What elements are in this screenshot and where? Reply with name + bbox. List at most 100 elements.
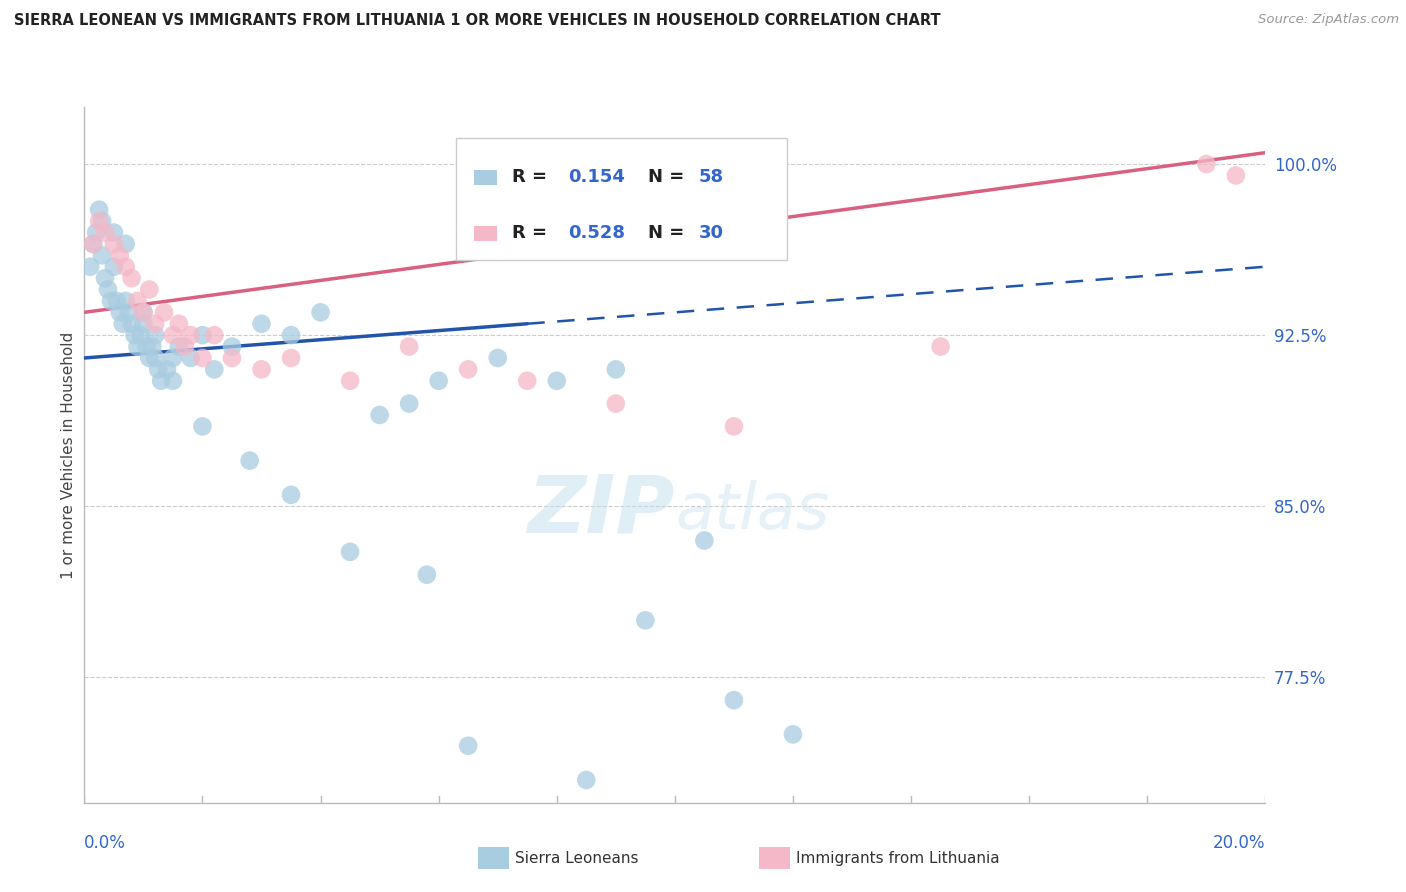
Point bbox=[114, 293, 136, 308]
Point bbox=[143, 351, 166, 365]
Point bbox=[427, 374, 450, 388]
Point bbox=[150, 374, 173, 388]
Point bbox=[398, 396, 420, 410]
Point bbox=[132, 317, 155, 331]
Point bbox=[782, 727, 804, 741]
Point bbox=[180, 351, 202, 365]
Point bbox=[180, 328, 202, 343]
Text: N =: N = bbox=[648, 224, 690, 243]
Point bbox=[138, 283, 160, 297]
Point bbox=[575, 772, 598, 787]
Point bbox=[103, 236, 125, 251]
Point bbox=[121, 317, 143, 331]
Point bbox=[82, 236, 104, 251]
Text: 58: 58 bbox=[699, 169, 724, 186]
Point bbox=[97, 283, 120, 297]
Point bbox=[191, 328, 214, 343]
Point bbox=[143, 328, 166, 343]
Point bbox=[105, 293, 128, 308]
Point bbox=[173, 340, 195, 354]
Point bbox=[84, 226, 107, 240]
Point bbox=[91, 214, 114, 228]
Point bbox=[162, 328, 184, 343]
Point bbox=[368, 408, 391, 422]
Point bbox=[339, 545, 361, 559]
Point bbox=[135, 340, 157, 354]
Point bbox=[1225, 169, 1247, 183]
Point bbox=[108, 248, 131, 262]
Text: R =: R = bbox=[512, 224, 553, 243]
Point bbox=[162, 351, 184, 365]
FancyBboxPatch shape bbox=[457, 138, 787, 260]
Point bbox=[605, 362, 627, 376]
Point bbox=[100, 293, 122, 308]
Point bbox=[250, 362, 273, 376]
Point bbox=[191, 419, 214, 434]
Point bbox=[103, 260, 125, 274]
Text: Source: ZipAtlas.com: Source: ZipAtlas.com bbox=[1258, 13, 1399, 27]
Point bbox=[250, 317, 273, 331]
Point bbox=[87, 202, 111, 217]
Point bbox=[202, 362, 225, 376]
Point bbox=[103, 226, 125, 240]
Point bbox=[127, 293, 149, 308]
Point bbox=[516, 374, 538, 388]
Point bbox=[143, 317, 166, 331]
Point bbox=[280, 351, 302, 365]
Point bbox=[118, 305, 141, 319]
Point bbox=[239, 453, 262, 467]
Point bbox=[929, 340, 952, 354]
Text: Immigrants from Lithuania: Immigrants from Lithuania bbox=[796, 851, 1000, 865]
Point bbox=[457, 739, 479, 753]
Point bbox=[162, 374, 184, 388]
Point bbox=[457, 362, 479, 376]
Y-axis label: 1 or more Vehicles in Household: 1 or more Vehicles in Household bbox=[60, 331, 76, 579]
Text: 0.528: 0.528 bbox=[568, 224, 626, 243]
Point bbox=[82, 236, 104, 251]
Point bbox=[723, 693, 745, 707]
Point bbox=[416, 567, 439, 582]
Text: 30: 30 bbox=[699, 224, 724, 243]
Text: 20.0%: 20.0% bbox=[1213, 834, 1265, 852]
Text: 0.0%: 0.0% bbox=[84, 834, 127, 852]
Point bbox=[221, 351, 243, 365]
Point bbox=[91, 248, 114, 262]
Point bbox=[398, 340, 420, 354]
Point bbox=[167, 317, 190, 331]
Point bbox=[309, 305, 332, 319]
Point bbox=[121, 271, 143, 285]
Point bbox=[138, 351, 160, 365]
Point bbox=[114, 236, 136, 251]
Point bbox=[605, 396, 627, 410]
Point bbox=[127, 340, 149, 354]
Text: SIERRA LEONEAN VS IMMIGRANTS FROM LITHUANIA 1 OR MORE VEHICLES IN HOUSEHOLD CORR: SIERRA LEONEAN VS IMMIGRANTS FROM LITHUA… bbox=[14, 13, 941, 29]
Point bbox=[94, 226, 117, 240]
Text: R =: R = bbox=[512, 169, 553, 186]
Point bbox=[156, 362, 179, 376]
Point bbox=[202, 328, 225, 343]
Point bbox=[153, 305, 176, 319]
Text: ZIP: ZIP bbox=[527, 472, 675, 549]
Point bbox=[339, 374, 361, 388]
Point bbox=[111, 317, 134, 331]
Point bbox=[191, 351, 214, 365]
Point bbox=[132, 305, 155, 319]
Point bbox=[141, 340, 163, 354]
Point bbox=[129, 328, 152, 343]
Point bbox=[108, 305, 131, 319]
Point bbox=[87, 214, 111, 228]
Text: N =: N = bbox=[648, 169, 690, 186]
Point bbox=[167, 340, 190, 354]
Point bbox=[693, 533, 716, 548]
Text: 0.154: 0.154 bbox=[568, 169, 626, 186]
Point bbox=[79, 260, 101, 274]
FancyBboxPatch shape bbox=[474, 226, 498, 241]
Point bbox=[148, 362, 170, 376]
Point bbox=[1195, 157, 1218, 171]
Point bbox=[132, 305, 155, 319]
Point bbox=[280, 488, 302, 502]
Text: Sierra Leoneans: Sierra Leoneans bbox=[515, 851, 638, 865]
Point bbox=[634, 613, 657, 627]
Point bbox=[124, 328, 146, 343]
Point bbox=[280, 328, 302, 343]
